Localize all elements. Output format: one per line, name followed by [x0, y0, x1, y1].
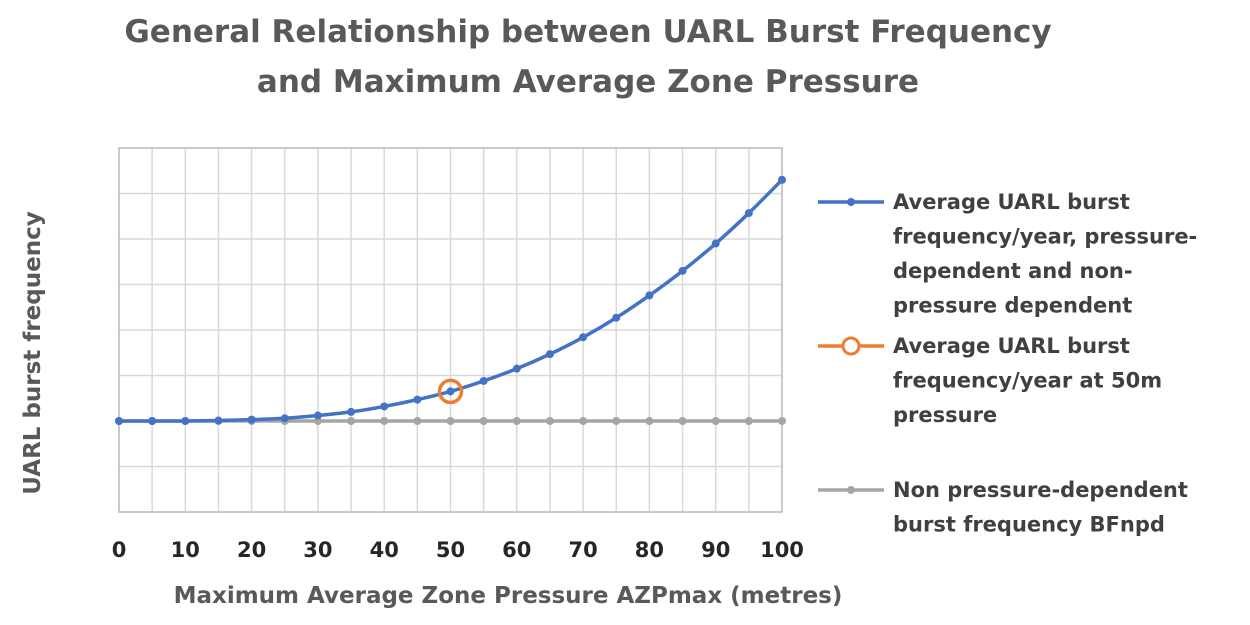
x-tick-label: 100	[760, 538, 804, 562]
legend-label-line: frequency/year at 50m	[893, 369, 1162, 393]
legend-label-line: dependent and non-	[893, 259, 1133, 283]
x-tick-label: 70	[568, 538, 597, 562]
gridlines	[118, 147, 783, 513]
x-tick-label: 0	[112, 538, 127, 562]
data-point-average-uarl	[678, 266, 687, 275]
plot-area-border	[118, 147, 783, 513]
data-point-average-uarl	[645, 291, 654, 300]
data-point-non-pressure-dependent	[380, 417, 389, 425]
data-point-average-uarl	[479, 376, 488, 385]
data-point-average-uarl	[778, 175, 786, 184]
data-point-average-uarl	[711, 239, 720, 248]
data-point-at-50m	[437, 378, 464, 405]
data-point-average-uarl	[545, 350, 554, 359]
legend-label-line: frequency/year, pressure-	[893, 225, 1197, 249]
legend: Average UARL burst frequency/year, pressu…	[818, 190, 1197, 537]
data-point-average-uarl	[347, 407, 356, 416]
data-point-non-pressure-dependent	[778, 417, 786, 425]
legend-label-line: pressure	[893, 403, 997, 427]
data-point-average-uarl	[181, 417, 190, 425]
legend-swatch-marker	[847, 486, 855, 494]
data-point-average-uarl	[115, 417, 123, 425]
data-point-non-pressure-dependent	[645, 417, 654, 425]
legend-entry: Non pressure-dependent burst frequency BF…	[818, 478, 1188, 537]
data-point-average-uarl	[413, 395, 422, 404]
data-point-average-uarl	[744, 209, 753, 218]
data-point-non-pressure-dependent	[612, 417, 621, 425]
data-point-non-pressure-dependent	[678, 417, 687, 425]
x-tick-label: 50	[436, 538, 465, 562]
data-point-non-pressure-dependent	[744, 417, 753, 425]
data-point-non-pressure-dependent	[479, 417, 488, 425]
x-tick-label: 90	[701, 538, 730, 562]
data-point-non-pressure-dependent	[446, 417, 455, 425]
x-tick-label: 10	[171, 538, 200, 562]
data-point-average-uarl	[380, 402, 389, 411]
legend-swatch-marker	[847, 198, 855, 206]
legend-label-line: burst frequency BFnpd	[893, 513, 1165, 537]
data-point-average-uarl	[512, 364, 521, 373]
legend-entry: Average UARL burst frequency/year, pressu…	[818, 190, 1197, 318]
legend-entry: Average UARL burst frequency/year at 50m p…	[818, 334, 1162, 427]
y-axis-label: UARL burst frequency	[20, 211, 46, 494]
data-point-non-pressure-dependent	[711, 417, 720, 425]
data-point-average-uarl	[280, 414, 289, 423]
data-point-non-pressure-dependent	[579, 417, 588, 425]
x-axis-label: Maximum Average Zone Pressure AZPmax (me…	[174, 583, 843, 609]
x-tick-label: 40	[370, 538, 399, 562]
data-point-non-pressure-dependent	[413, 417, 422, 425]
data-point-non-pressure-dependent	[347, 417, 356, 425]
data-point-average-uarl	[579, 333, 588, 342]
data-point-non-pressure-dependent	[545, 417, 554, 425]
legend-swatch-marker	[841, 336, 861, 356]
data-point-non-pressure-dependent	[512, 417, 521, 425]
x-tick-label: 60	[502, 538, 531, 562]
legend-label-line: Average UARL burst	[893, 190, 1130, 214]
x-tick-label: 80	[635, 538, 664, 562]
legend-label-line: pressure dependent	[893, 294, 1132, 318]
x-tick-labels: 0 10 20 30 40 50 60 70 80 90 100	[112, 538, 804, 562]
chart-title-line: General Relationship between UARL Burst …	[124, 14, 1051, 50]
x-tick-label: 20	[237, 538, 266, 562]
data-point-average-uarl	[247, 415, 256, 424]
legend-label-line: Average UARL burst	[893, 334, 1130, 358]
data-point-average-uarl	[612, 313, 621, 322]
chart-title: General Relationship between UARL Burst …	[124, 14, 1051, 100]
legend-label-line: Non pressure-dependent	[893, 478, 1188, 502]
data-point-average-uarl	[446, 387, 455, 396]
series-layer	[115, 175, 786, 425]
data-point-average-uarl	[148, 417, 157, 425]
data-point-average-uarl	[313, 411, 322, 420]
chart-title-line: and Maximum Average Zone Pressure	[257, 64, 919, 100]
x-tick-label: 30	[303, 538, 332, 562]
data-point-average-uarl	[214, 416, 223, 425]
